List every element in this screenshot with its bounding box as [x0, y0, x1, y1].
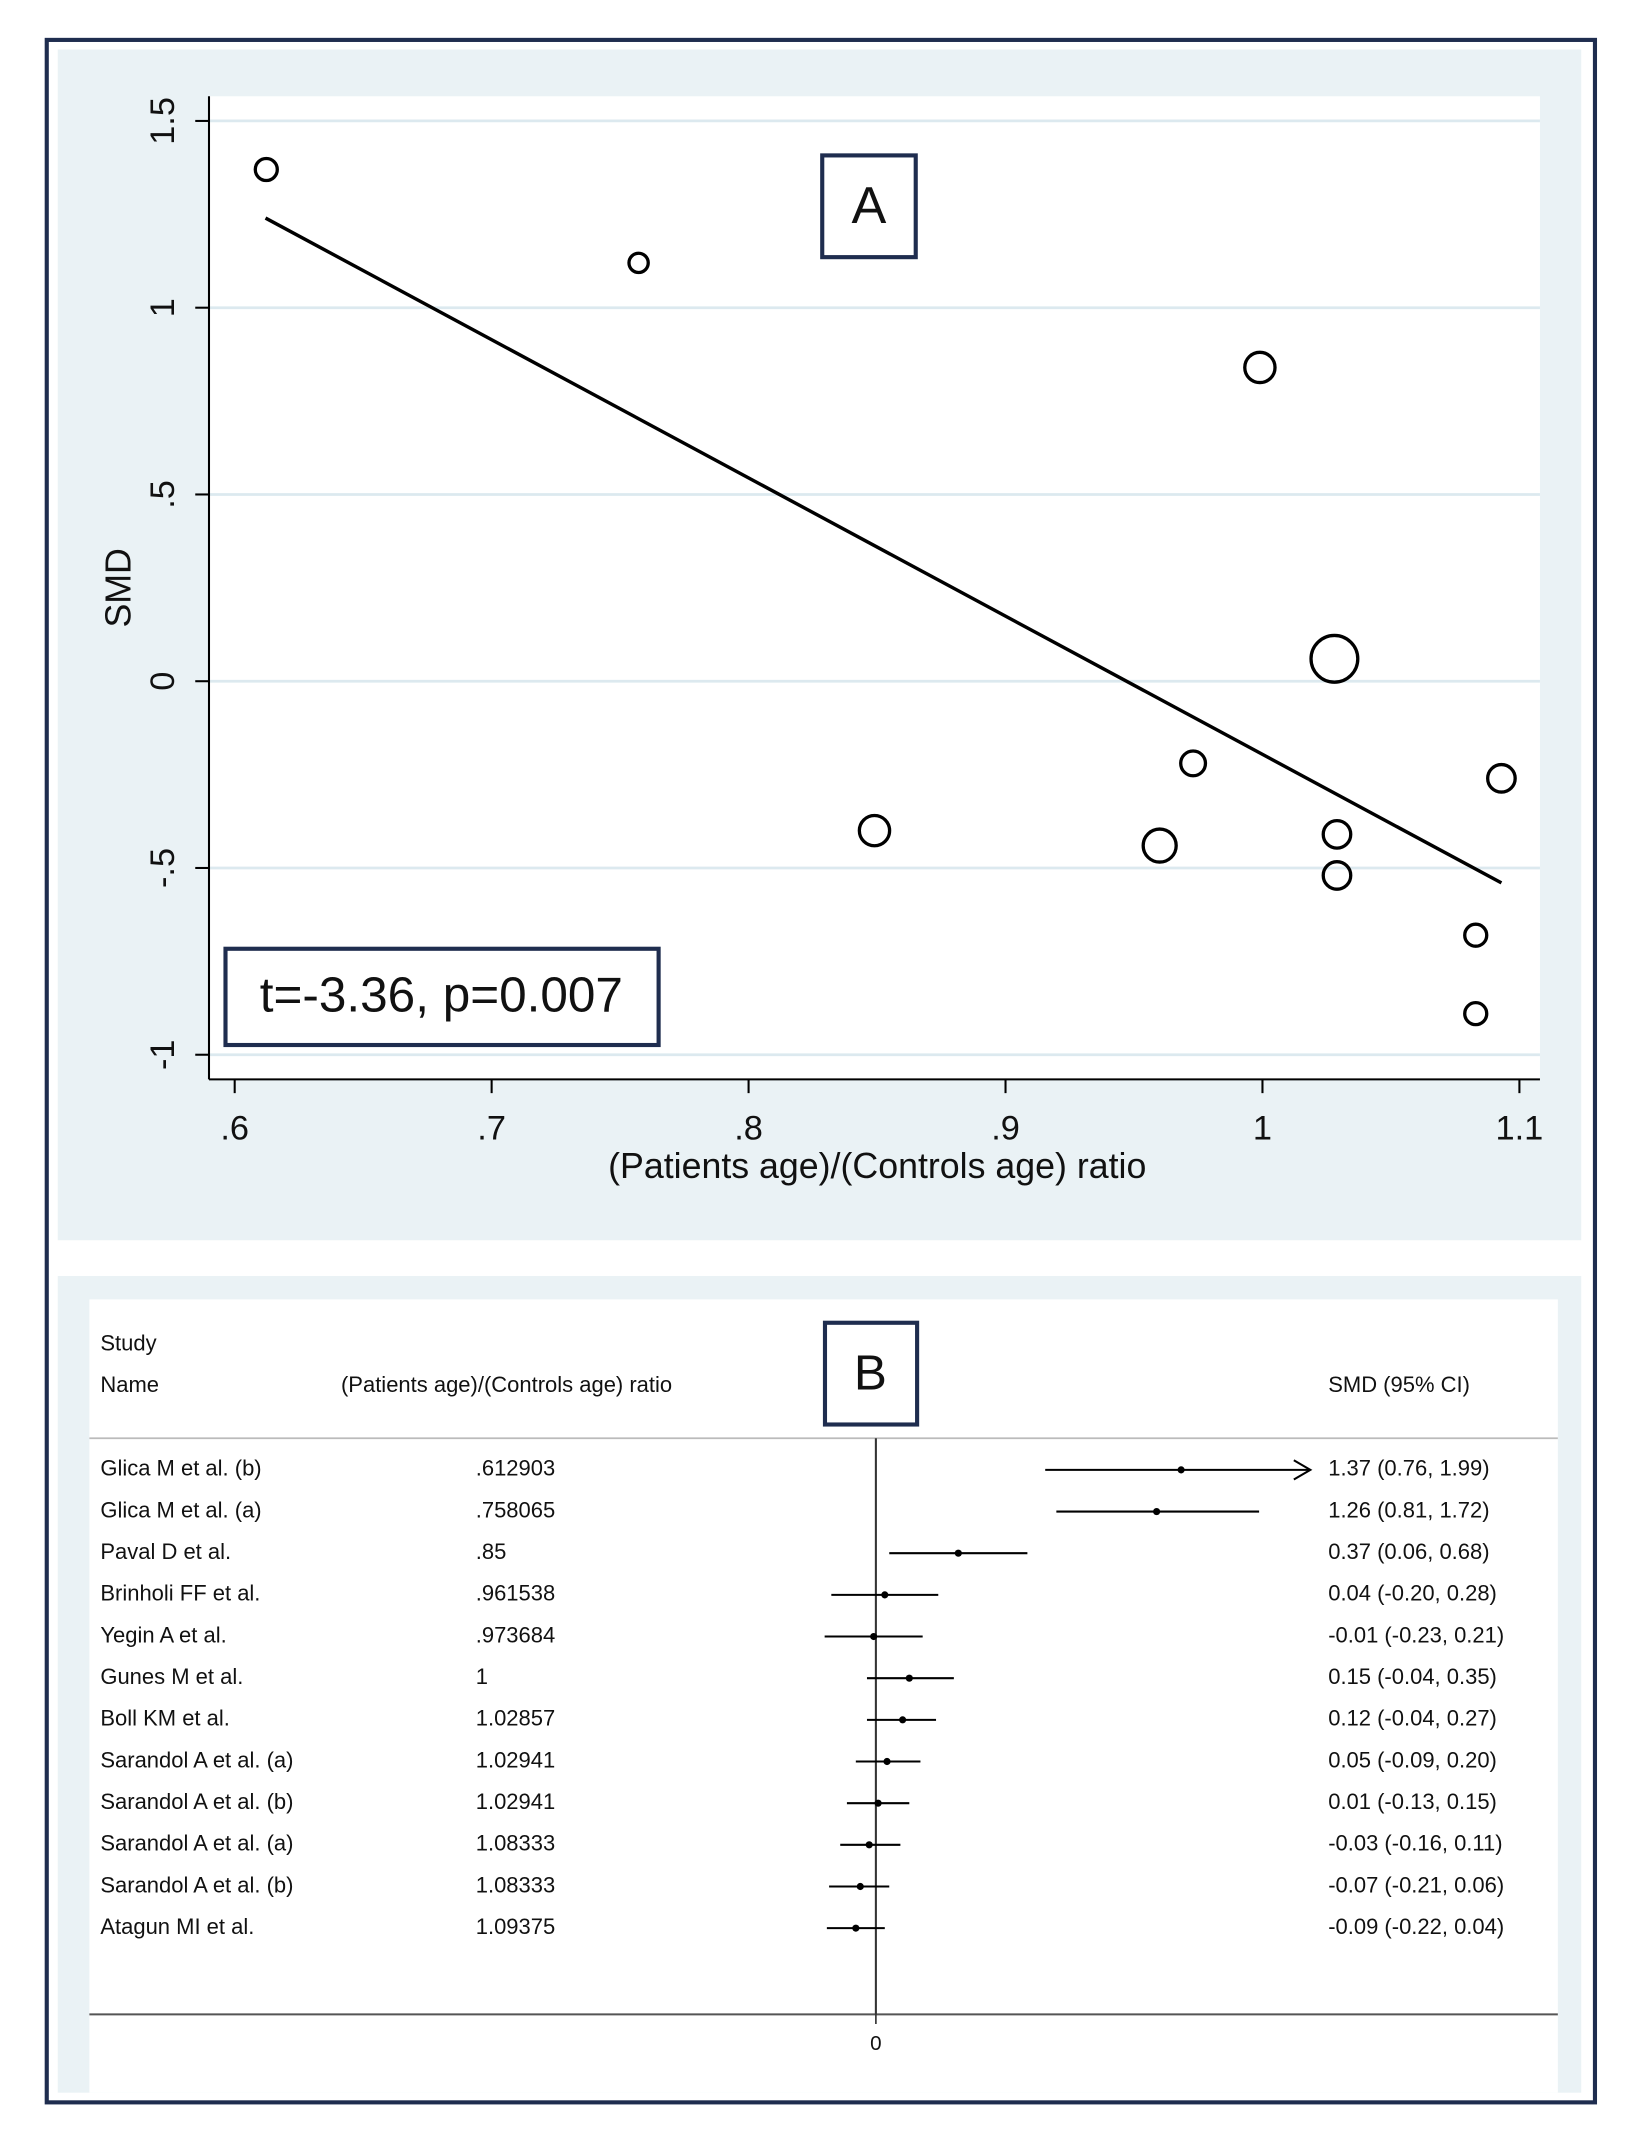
panel-label-box	[820, 153, 918, 260]
study-name: Glica M et al. (b)	[100, 1456, 261, 1481]
smd-label: -0.03 (-0.16, 0.11)	[1328, 1831, 1502, 1856]
smd-label: 0.05 (-0.09, 0.20)	[1328, 1747, 1497, 1772]
header-ratio: (Patients age)/(Controls age) ratio	[341, 1372, 672, 1397]
y-tick-label: 1	[144, 298, 182, 317]
smd-label: 0.12 (-0.04, 0.27)	[1328, 1706, 1497, 1731]
ratio-value: .758065	[476, 1497, 555, 1522]
y-tick-label: 0	[144, 672, 182, 691]
study-name: Sarandol A et al. (a)	[100, 1747, 293, 1772]
point-estimate	[865, 1841, 873, 1849]
bubble	[1463, 922, 1489, 948]
annotation: t=-3.36, p=0.007	[260, 967, 623, 1022]
study-name: Gunes M et al.	[100, 1664, 243, 1689]
smd-label: -0.01 (-0.23, 0.21)	[1328, 1622, 1504, 1647]
study-name: Boll KM et al.	[100, 1706, 230, 1731]
point-estimate	[883, 1757, 891, 1766]
x-tick-label: .9	[991, 1109, 1020, 1147]
y-tick-label: -.5	[144, 848, 182, 888]
ratio-value: .973684	[476, 1622, 555, 1647]
x-tick-label: .6	[220, 1109, 249, 1147]
point-estimate	[1177, 1466, 1185, 1474]
bubble	[1141, 827, 1178, 864]
fit-line	[264, 216, 1503, 885]
x-tick-label: .8	[734, 1109, 763, 1147]
bubble	[1309, 633, 1360, 684]
study-name: Paval D et al.	[100, 1539, 231, 1564]
x-tick-label: .7	[477, 1109, 506, 1147]
point-estimate	[905, 1674, 913, 1682]
smd-label: 0.15 (-0.04, 0.35)	[1328, 1664, 1497, 1689]
ratio-value: 1.02941	[476, 1747, 555, 1772]
smd-label: -0.07 (-0.21, 0.06)	[1328, 1872, 1504, 1897]
point-estimate	[870, 1632, 878, 1641]
table-area	[89, 1299, 1558, 2093]
study-name: Sarandol A et al. (b)	[100, 1872, 293, 1897]
panel-label: B	[854, 1345, 887, 1400]
bubble	[1243, 350, 1277, 385]
point-estimate	[874, 1799, 882, 1807]
ratio-value: 1.08333	[476, 1831, 555, 1856]
point-estimate	[852, 1924, 860, 1932]
point-estimate	[856, 1882, 864, 1891]
bubble	[1486, 762, 1517, 794]
y-tick-label: 1.5	[144, 97, 182, 145]
study-name: Brinholi FF et al.	[100, 1581, 260, 1606]
study-name: Sarandol A et al. (b)	[100, 1789, 293, 1814]
bubble	[627, 251, 650, 275]
bubble	[1321, 860, 1353, 891]
panel-a: -1 -.5 0 .5 1 1.5 .6 .7 .8 .9 1 1.1 (Patients age)/(…	[98, 96, 1543, 1186]
point-estimate	[1153, 1507, 1161, 1516]
smd-label: 1.37 (0.76, 1.99)	[1328, 1456, 1489, 1481]
ratio-value: .961538	[476, 1581, 555, 1606]
ci-arrow	[1293, 1459, 1313, 1481]
plot-area	[208, 96, 1540, 1080]
point-estimate	[899, 1716, 907, 1724]
smd-label: 0.01 (-0.13, 0.15)	[1328, 1789, 1497, 1814]
panel-b: Study Name (Patients age)/(Controls age) r…	[89, 1320, 1558, 2055]
header-smd: SMD (95% CI)	[1328, 1372, 1470, 1397]
ratio-value: .612903	[476, 1456, 555, 1481]
ratio-value: 1.08333	[476, 1872, 555, 1897]
bubble	[1321, 818, 1353, 850]
annotation-box	[223, 946, 661, 1048]
header-study: Study	[100, 1331, 156, 1356]
panel-label-box	[822, 1320, 920, 1427]
header-name: Name	[100, 1372, 159, 1397]
ratio-value: 1.09375	[476, 1914, 555, 1939]
study-name: Atagun MI et al.	[100, 1914, 254, 1939]
y-axis-title: SMD	[98, 548, 138, 627]
study-name: Sarandol A et al. (a)	[100, 1831, 293, 1856]
x-tick-label: 1.1	[1496, 1109, 1544, 1147]
smd-label: 0.04 (-0.20, 0.28)	[1328, 1581, 1497, 1606]
point-estimate	[954, 1549, 962, 1557]
y-tick-label: .5	[144, 480, 182, 509]
x-tick-label: 1	[1253, 1109, 1272, 1147]
ratio-value: 1	[476, 1664, 488, 1689]
bubble	[857, 813, 892, 848]
x-axis-title: (Patients age)/(Controls age) ratio	[608, 1146, 1146, 1186]
smd-label: 1.26 (0.81, 1.72)	[1328, 1497, 1489, 1522]
study-name: Glica M et al. (a)	[100, 1497, 261, 1522]
bubble	[1179, 749, 1208, 778]
bubble	[1463, 1000, 1489, 1027]
study-name: Yegin A et al.	[100, 1622, 226, 1647]
ratio-value: .85	[476, 1539, 507, 1564]
y-tick-label: -1	[144, 1039, 182, 1070]
point-estimate	[881, 1591, 889, 1599]
ratio-value: 1.02941	[476, 1789, 555, 1814]
ratio-value: 1.02857	[476, 1706, 555, 1731]
panel-label: A	[852, 177, 887, 235]
smd-label: 0.37 (0.06, 0.68)	[1328, 1539, 1489, 1564]
smd-label: -0.09 (-0.22, 0.04)	[1328, 1914, 1504, 1939]
x-tick-label: 0	[870, 2032, 881, 2055]
bubble	[253, 156, 279, 183]
